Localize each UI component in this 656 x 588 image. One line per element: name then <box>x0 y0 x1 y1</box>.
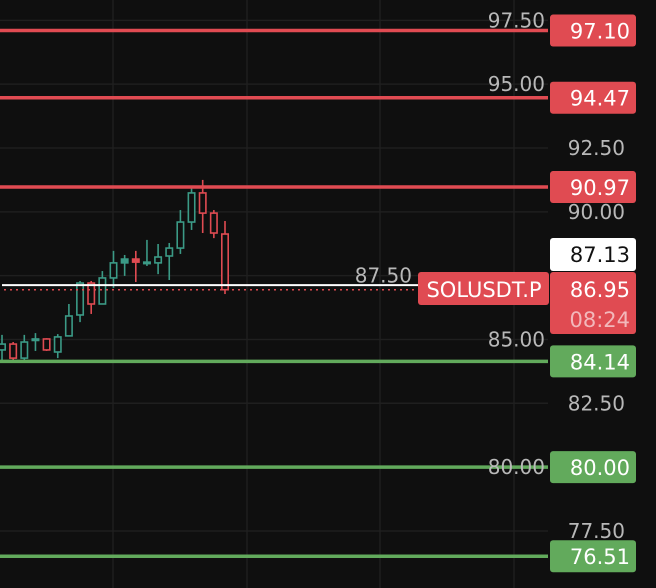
candle-body <box>53 336 62 353</box>
candle <box>187 186 196 230</box>
price-tick-label: 80.00 <box>488 455 545 479</box>
candle-body <box>31 338 40 342</box>
price-tick-label: 95.00 <box>488 72 545 96</box>
reference-price-box <box>550 238 636 271</box>
price-tick-label: 77.50 <box>568 519 625 543</box>
candle-body <box>87 282 96 305</box>
price-label-box <box>550 345 636 378</box>
price-tick-label: 90.00 <box>568 200 625 224</box>
candle <box>76 281 85 323</box>
reference-price-label: 87.13 <box>570 243 630 267</box>
candle <box>209 210 218 239</box>
last-price-box <box>550 272 636 334</box>
price-tick-label: 92.50 <box>568 136 625 160</box>
candle <box>142 239 151 266</box>
candle-body <box>64 315 73 337</box>
candle-body <box>0 343 7 351</box>
price-label-box <box>550 171 636 204</box>
candle-body <box>42 338 51 351</box>
price-tick-label: 85.00 <box>488 327 545 351</box>
candle-body <box>109 262 118 279</box>
candle-body <box>120 258 129 264</box>
candle-body <box>165 247 174 257</box>
candle-body <box>176 221 185 249</box>
candle <box>87 281 96 314</box>
symbol-label-box[interactable] <box>418 272 549 305</box>
candle-body <box>154 256 163 264</box>
candle <box>42 338 51 351</box>
candle <box>64 303 73 337</box>
horizontal-lines[interactable]: 97.10 94.47 90.97 84.14 80.00 76.51 <box>0 14 636 573</box>
price-label: 80.00 <box>570 456 630 480</box>
candle-body <box>131 258 140 263</box>
last-price-label: 86.95 <box>570 278 630 302</box>
candle <box>221 221 230 295</box>
candle <box>98 271 107 305</box>
candle <box>0 334 7 362</box>
candle <box>109 250 118 288</box>
price-label: 84.14 <box>570 350 630 374</box>
price-label: 76.51 <box>570 545 630 569</box>
candle-body <box>98 277 107 305</box>
price-label-box <box>550 81 636 114</box>
candle <box>9 342 18 363</box>
countdown-label: 08:24 <box>569 308 630 332</box>
candle-body <box>198 192 207 214</box>
price-label-box <box>550 14 636 47</box>
candle <box>20 334 29 360</box>
candle-body <box>9 343 18 359</box>
candle-body <box>221 233 230 291</box>
candle <box>176 210 185 254</box>
price-label-box <box>550 451 636 484</box>
candle <box>165 242 174 280</box>
price-tick-label: 82.50 <box>568 391 625 415</box>
candle-body <box>20 341 29 359</box>
price-tick-label: 87.50 <box>355 264 412 288</box>
candle <box>120 254 129 276</box>
price-tick-label: 97.50 <box>488 8 545 32</box>
candles <box>0 179 230 363</box>
price-label: 94.47 <box>570 87 630 111</box>
candle <box>131 250 140 283</box>
symbol-label[interactable]: SOLUSDT.P <box>426 278 541 302</box>
candle-body <box>209 212 218 234</box>
candle-body <box>187 192 196 223</box>
candle-body <box>142 261 151 265</box>
candle <box>53 334 62 359</box>
price-label: 97.10 <box>570 20 630 44</box>
price-label: 90.97 <box>570 176 630 200</box>
candle-body <box>76 282 85 316</box>
current-price: 87.13 86.95 08:24 SOLUSDT.P <box>2 238 636 334</box>
candle <box>154 243 163 275</box>
price-label-box <box>550 540 636 573</box>
candle <box>31 333 40 351</box>
price-axis[interactable]: 97.50 95.00 92.50 90.00 87.50 85.00 82.50 80.00… <box>355 8 625 543</box>
